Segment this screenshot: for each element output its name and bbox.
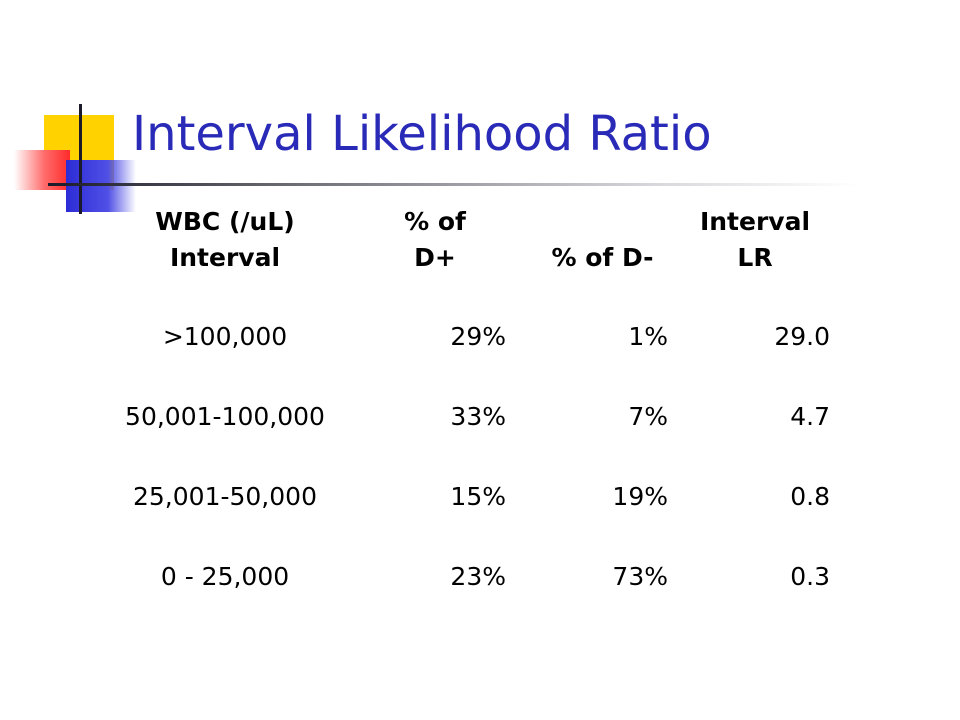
header-wbc-interval: WBC (/uL) Interval xyxy=(155,207,295,273)
cell-wbc-interval: 0 - 25,000 xyxy=(160,562,290,591)
header-interval-lr: Interval LR xyxy=(699,207,811,273)
cell-wbc-interval: 25,001-50,000 xyxy=(133,482,317,511)
cell-interval-lr: 4.7 xyxy=(790,402,830,431)
cell-pct-d-minus: 19% xyxy=(612,482,668,511)
cell-pct-d-minus: 1% xyxy=(628,322,668,351)
cell-pct-d-plus: 15% xyxy=(450,482,506,511)
cell-wbc-interval: 50,001-100,000 xyxy=(125,402,325,431)
slide-title: Interval Likelihood Ratio xyxy=(132,106,712,162)
decor-blue-square xyxy=(66,160,136,212)
header-pct-d-plus: % of D+ xyxy=(404,207,466,273)
cell-interval-lr: 29.0 xyxy=(774,322,830,351)
header-pct-d-minus: % of D- xyxy=(551,243,654,272)
cell-pct-d-minus: 7% xyxy=(628,402,668,431)
cell-interval-lr: 0.3 xyxy=(790,562,830,591)
cell-pct-d-plus: 23% xyxy=(450,562,506,591)
title-underline xyxy=(48,183,858,186)
cell-pct-d-minus: 73% xyxy=(612,562,668,591)
cell-pct-d-plus: 33% xyxy=(450,402,506,431)
decor-vertical-line xyxy=(79,104,82,214)
cell-pct-d-plus: 29% xyxy=(450,322,506,351)
cell-wbc-interval: >100,000 xyxy=(162,322,288,351)
cell-interval-lr: 0.8 xyxy=(790,482,830,511)
